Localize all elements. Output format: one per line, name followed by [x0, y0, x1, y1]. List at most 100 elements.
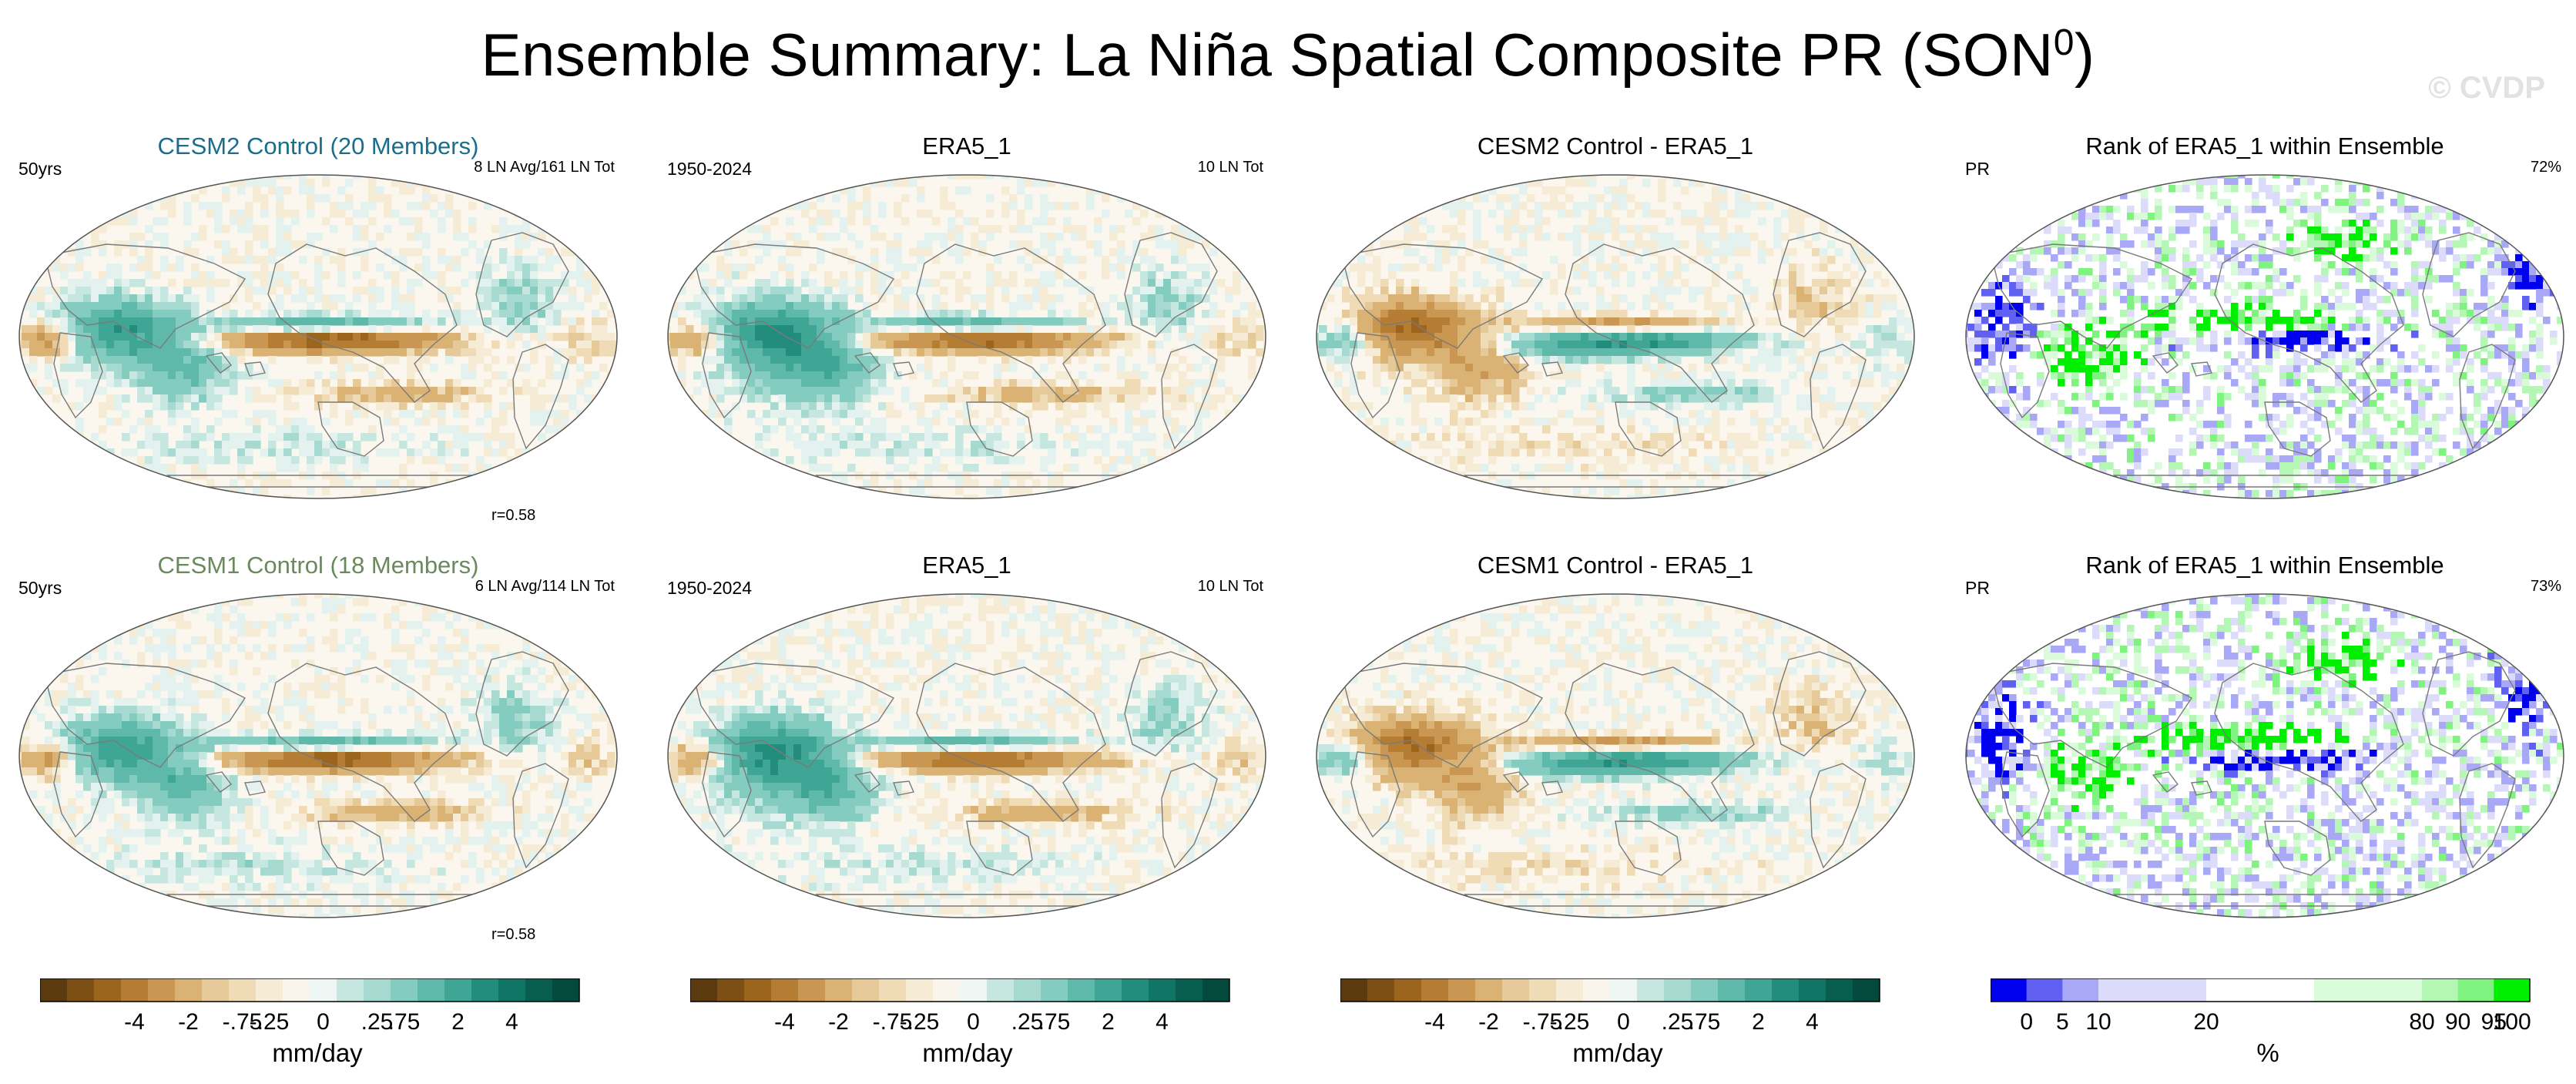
colorbar-tick-label: .25 [1011, 1009, 1044, 1035]
colorbar-box [202, 978, 230, 1002]
colorbar-box [960, 978, 988, 1002]
colorbar-tick-label: 2 [451, 1009, 465, 1035]
map-panel-1-1: CESM2 Control (20 Members) 50yrs 8 LN Avg/… [14, 133, 622, 533]
colorbar-box [717, 978, 745, 1002]
global-map [1316, 593, 1915, 918]
colorbar-tick-label: -.75 [222, 1009, 263, 1035]
colorbar-box [825, 978, 853, 1002]
colorbar-tick-label: 80 [2409, 1009, 2435, 1035]
colorbar-box [229, 978, 257, 1002]
colorbar-box [2062, 978, 2099, 1002]
colorbar-tick-label: 4 [505, 1009, 518, 1035]
colorbar-tick-label: -.75 [872, 1009, 913, 1035]
colorbar-tick-label: 0 [1617, 1009, 1630, 1035]
colorbar-box [1502, 978, 1530, 1002]
colorbar-tick-label: 90 [2444, 1009, 2471, 1035]
colorbar-frame [690, 978, 1230, 1002]
field-cells [1317, 175, 1914, 498]
map-border [667, 593, 1266, 918]
colorbar-box [94, 978, 122, 1002]
colorbar-tick-label: 20 [2193, 1009, 2219, 1035]
panel-left-label: 1950-2024 [667, 159, 752, 179]
colorbar-tick-label: 2 [1102, 1009, 1115, 1035]
panel-title: ERA5_1 [922, 552, 1011, 579]
colorbar-box [1799, 978, 1826, 1002]
colorbar-tick-label: -.25 [899, 1009, 940, 1035]
colorbar-1: -4 -2 -.75 -.25 0 .25.75 2 4 mm/day [40, 978, 595, 1071]
colorbar-unit: mm/day [1572, 1039, 1663, 1067]
colorbar-box [40, 978, 68, 1002]
field-cells [668, 175, 1266, 498]
colorbar-box [1745, 978, 1773, 1002]
colorbar-box [1637, 978, 1665, 1002]
colorbar-box [444, 978, 472, 1002]
colorbar-box [67, 978, 95, 1002]
colorbar-box [1772, 978, 1800, 1002]
colorbar-tick-label: -4 [1424, 1009, 1445, 1035]
colorbar-tick-label: .25 [361, 1009, 394, 1035]
colorbar-box [525, 978, 553, 1002]
global-map [18, 593, 618, 918]
colorbar-box [1367, 978, 1395, 1002]
colorbar-box [552, 978, 580, 1002]
colorbar-box [1991, 978, 2028, 1002]
colorbar-box [498, 978, 526, 1002]
colorbar-box [2206, 978, 2315, 1002]
colorbar-tick-label: -2 [828, 1009, 849, 1035]
panel-right-label: 72% [2530, 159, 2561, 176]
colorbar-tick-label: 2 [1752, 1009, 1765, 1035]
colorbar-2: -4 -2 -.75 -.25 0 .25.75 2 4 mm/day [690, 978, 1245, 1071]
panel-title: ERA5_1 [922, 133, 1011, 159]
colorbar-tick-label: 0 [967, 1009, 980, 1035]
colorbar-tick-label: -2 [178, 1009, 199, 1035]
colorbar-tick-label: -2 [1478, 1009, 1499, 1035]
colorbar-tick-label: .75 [387, 1009, 421, 1035]
colorbar-box [798, 978, 826, 1002]
map-panel-1-2: ERA5_1 1950-2024 10 LN Tot [662, 133, 1271, 533]
pattern-correlation-label: r=0.58 [491, 507, 536, 524]
map-panel-2-1: CESM1 Control (18 Members) 50yrs 6 LN Avg/… [14, 552, 622, 952]
colorbar-box [1853, 978, 1880, 1002]
colorbar-frame [40, 978, 580, 1002]
colorbar-box [690, 978, 718, 1002]
panel-right-label: 10 LN Tot [1197, 578, 1263, 595]
colorbar-box [2457, 978, 2494, 1002]
colorbar-box [1448, 978, 1476, 1002]
colorbar-box [771, 978, 799, 1002]
colorbar-box [1122, 978, 1149, 1002]
colorbar-box [2314, 978, 2423, 1002]
colorbar-tick-label: 0 [317, 1009, 330, 1035]
colorbar-box [933, 978, 961, 1002]
global-map [1316, 174, 1915, 499]
colorbar-box [310, 978, 337, 1002]
global-map [1965, 593, 2564, 918]
colorbar-tick-label: 100 [2492, 1009, 2531, 1035]
colorbar-tick-label: -.75 [1522, 1009, 1563, 1035]
colorbar-tick-label: 10 [2085, 1009, 2111, 1035]
colorbar-box [2026, 978, 2063, 1002]
colorbar-box [852, 978, 880, 1002]
colorbar-box [1068, 978, 1095, 1002]
colorbar-box [1041, 978, 1068, 1002]
map-panel-2-2: ERA5_1 1950-2024 10 LN Tot [662, 552, 1271, 952]
panel-title: CESM2 Control (20 Members) [157, 133, 479, 159]
colorbar-tick-label: .25 [1661, 1009, 1694, 1035]
colorbar-tick-label: .75 [1688, 1009, 1721, 1035]
colorbar-box [1394, 978, 1422, 1002]
panel-title: CESM1 Control (18 Members) [157, 552, 479, 579]
global-map [667, 593, 1266, 918]
colorbar-box [256, 978, 283, 1002]
colorbar-box [364, 978, 391, 1002]
panel-left-label: 50yrs [18, 578, 62, 598]
colorbar-box [1014, 978, 1041, 1002]
map-border [1965, 593, 2564, 918]
panel-right-label: 73% [2530, 578, 2561, 595]
map-panel-1-3: CESM2 Control - ERA5_1 [1311, 133, 1920, 533]
cvdp-watermark: © CVDP [2428, 71, 2545, 105]
colorbar-box [1149, 978, 1176, 1002]
colorbar-box [1340, 978, 1368, 1002]
panel-right-label: 10 LN Tot [1197, 159, 1263, 176]
panel-left-label: PR [1965, 578, 1990, 598]
colorbar-tick-label: .75 [1038, 1009, 1071, 1035]
field-cells [19, 175, 617, 498]
